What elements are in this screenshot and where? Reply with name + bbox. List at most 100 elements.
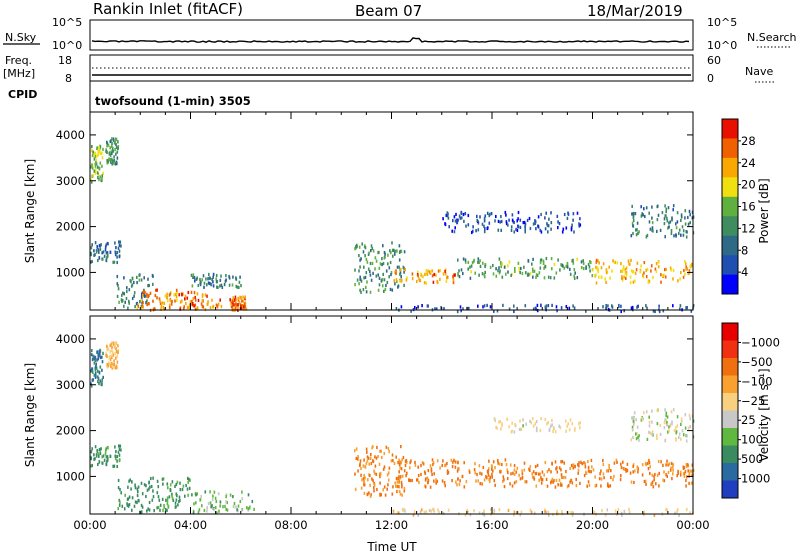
velocity-echo-cell (95, 454, 98, 458)
velocity-echo-cell (649, 431, 652, 435)
velocity-echo-cell (111, 353, 113, 357)
power-echo-cell (383, 256, 386, 260)
power-echo-cell (142, 294, 144, 298)
power-echo-cell (179, 300, 182, 304)
power-echo-cell (90, 165, 92, 169)
velocity-echo-cell (655, 482, 657, 486)
power-echo-cell (110, 160, 112, 164)
power-echo-cell (206, 294, 208, 298)
velocity-echo-cell (187, 480, 189, 484)
velocity-echo-cell (592, 468, 595, 472)
power-echo-cell (155, 288, 157, 292)
velocity-colorbar-segment (722, 410, 738, 429)
velocity-echo-cell (442, 459, 444, 463)
velocity-echo-cell (516, 466, 519, 470)
velocity-echo-cell (463, 461, 465, 465)
power-echo-cell (356, 245, 358, 249)
velocity-echo-cell (189, 478, 191, 482)
velocity-echo-cell (570, 463, 573, 468)
velocity-echo-cell (383, 485, 386, 489)
velocity-echo-cell (116, 354, 119, 358)
velocity-echo-cell (387, 483, 389, 487)
power-echo-cell (501, 275, 504, 279)
velocity-echo-cell (251, 499, 254, 504)
velocity-echo-cell (506, 468, 509, 472)
velocity-echo-cell (463, 485, 466, 489)
velocity-echo-cell (594, 475, 596, 479)
power-echo-cell (582, 261, 585, 266)
velocity-echo-cell (687, 426, 690, 430)
velocity-echo-cell (119, 488, 121, 492)
velocity-echo-cell (357, 469, 359, 473)
velocity-echo-cell (629, 471, 632, 475)
power-echo-cell (95, 158, 97, 162)
power-echo-cell (559, 268, 561, 272)
power-echo-cell (97, 151, 100, 155)
power-echo-cell (142, 301, 144, 305)
power-echo-cell (454, 219, 457, 223)
velocity-echo-cell (684, 413, 687, 417)
power-echo-cell (565, 305, 568, 309)
power-echo-cell (90, 149, 93, 153)
velocity-echo-cell (447, 470, 450, 475)
power-echo-cell (616, 261, 619, 265)
velocity-echo-cell (118, 444, 120, 448)
velocity-echo-cell (115, 347, 117, 351)
velocity-echo-cell (171, 497, 174, 501)
power-echo-cell (171, 300, 173, 304)
power-echo-cell (452, 274, 454, 279)
velocity-echo-cell (493, 511, 495, 515)
power-echo-cell (219, 278, 222, 282)
velocity-echo-cell (215, 499, 218, 504)
velocity-echo-cell (97, 462, 99, 467)
power-echo-cell (595, 260, 598, 264)
power-echo-cell (186, 305, 189, 309)
velocity-echo-cell (641, 417, 644, 421)
velocity-echo-cell (398, 458, 400, 462)
power-echo-cell (156, 288, 158, 292)
velocity-echo-cell (507, 470, 509, 475)
power-echo-cell (231, 304, 234, 308)
power-echo-cell (432, 280, 435, 284)
velocity-echo-cell (145, 484, 147, 488)
velocity-echo-cell (369, 456, 372, 460)
power-echo-cell (645, 206, 648, 210)
power-echo-cell (154, 293, 157, 298)
power-echo-cell (133, 291, 136, 295)
velocity-echo-cell (656, 422, 659, 426)
velocity-echo-cell (628, 507, 630, 511)
power-echo-cell (136, 275, 138, 279)
power-echo-cell (94, 253, 96, 257)
power-echo-cell (400, 275, 402, 279)
power-echo-cell (231, 283, 234, 287)
power-echo-cell (93, 153, 95, 157)
velocity-echo-cell (692, 419, 695, 423)
power-echo-cell (397, 285, 399, 289)
velocity-colorbar-label: Velocity [m s⁻¹] (757, 368, 771, 461)
velocity-echo-cell (656, 436, 658, 441)
velocity-echo-cell (115, 349, 118, 354)
power-echo-cell (199, 281, 202, 285)
power-echo-cell (219, 284, 221, 288)
velocity-echo-cell (685, 439, 688, 443)
velocity-echo-cell (523, 461, 526, 465)
velocity-colorbar-tick-label: −500 (741, 355, 773, 369)
velocity-echo-cell (395, 455, 397, 459)
velocity-echo-cell (423, 470, 426, 474)
power-echo-cell (651, 216, 653, 220)
power-echo-cell (647, 280, 650, 284)
power-echo-cell (576, 257, 578, 261)
velocity-echo-cell (97, 353, 99, 357)
power-echo-cell (364, 254, 366, 258)
velocity-echo-cell (380, 493, 382, 497)
power-echo-cell (524, 304, 527, 308)
velocity-echo-cell (376, 445, 378, 450)
velocity-echo-cell (689, 511, 691, 515)
velocity-echo-cell (91, 447, 93, 451)
power-echo-cell (534, 220, 537, 224)
power-echo-cell (133, 280, 135, 285)
velocity-echo-cell (479, 482, 481, 486)
power-echo-cell (190, 290, 193, 294)
power-echo-cell (116, 150, 119, 154)
velocity-echo-cell (403, 489, 406, 493)
